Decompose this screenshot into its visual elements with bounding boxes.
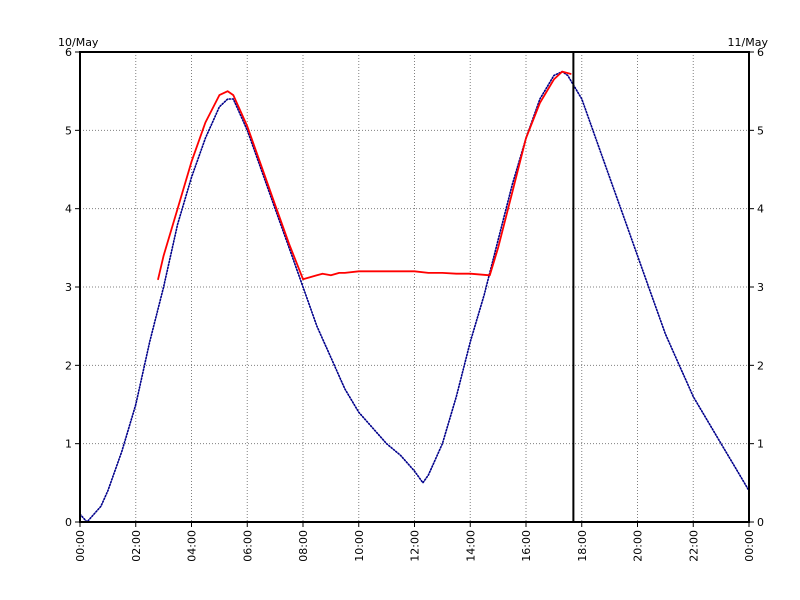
x-tick-label: 14:00 <box>464 530 477 562</box>
series-line-observed <box>157 70 572 281</box>
series-line-predicted <box>79 70 750 523</box>
series-layer <box>79 70 750 523</box>
y-tick-label-left: 0 <box>65 516 72 529</box>
x-tick-label: 18:00 <box>576 530 589 562</box>
grid-lines <box>80 52 749 522</box>
y-tick-label-left: 4 <box>65 203 72 216</box>
x-tick-label: 10:00 <box>353 530 366 562</box>
y-tick-label-right: 2 <box>757 359 764 372</box>
y-axis-right-labels: 0 1 2 3 4 5 6 <box>757 46 764 529</box>
x-tick-label: 22:00 <box>687 530 700 562</box>
y-tick-label-right: 4 <box>757 203 764 216</box>
axis-ticks <box>75 51 754 527</box>
y-tick-label-right: 1 <box>757 438 764 451</box>
y-tick-label-left: 5 <box>65 124 72 137</box>
y-tick-label-right: 0 <box>757 516 764 529</box>
y-axis-left-labels: 0 1 2 3 4 5 6 <box>65 46 72 529</box>
y-tick-label-left: 6 <box>65 46 72 59</box>
date-label-right: 11/May <box>728 36 769 49</box>
y-tick-label-left: 3 <box>65 281 72 294</box>
x-tick-label: 20:00 <box>632 530 645 562</box>
x-tick-label: 00:00 <box>743 530 756 562</box>
x-tick-label: 00:00 <box>74 530 87 562</box>
y-tick-label-right: 3 <box>757 281 764 294</box>
x-axis-labels: 00:00 02:00 04:00 06:00 08:00 10:00 12:00 14:00… <box>74 530 756 562</box>
y-tick-label-left: 1 <box>65 438 72 451</box>
y-tick-label-right: 6 <box>757 46 764 59</box>
x-tick-label: 16:00 <box>520 530 533 562</box>
x-tick-label: 08:00 <box>297 530 310 562</box>
date-label-left: 10/May <box>58 36 99 49</box>
x-tick-label: 04:00 <box>186 530 199 562</box>
y-tick-label-right: 5 <box>757 124 764 137</box>
x-tick-label: 02:00 <box>130 530 143 562</box>
y-tick-label-left: 2 <box>65 359 72 372</box>
x-tick-label: 06:00 <box>241 530 254 562</box>
x-tick-label: 12:00 <box>409 530 422 562</box>
